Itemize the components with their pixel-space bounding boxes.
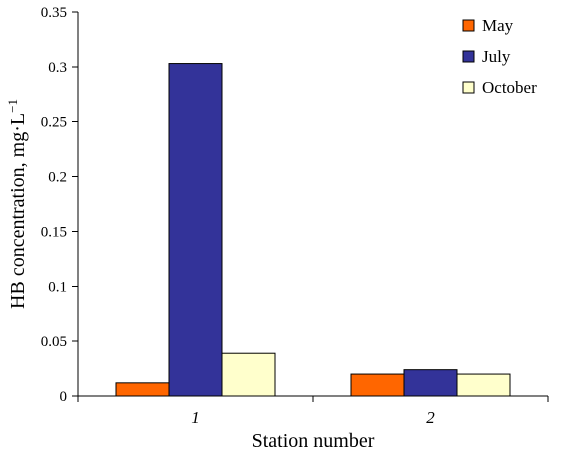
- x-category-label: 1: [191, 408, 200, 427]
- bar-may-station-2: [350, 373, 405, 397]
- legend-swatch-july: [462, 50, 475, 63]
- x-axis-title: Station number: [252, 430, 375, 452]
- bar-may-station-1: [115, 382, 170, 397]
- y-axis-title-main: HB concentration, mg·L: [7, 113, 29, 309]
- y-tick-label: 0.2: [48, 170, 67, 186]
- y-tick-label: 0.15: [41, 224, 67, 240]
- bar-october-station-1: [221, 352, 276, 397]
- legend-label-july: July: [482, 47, 511, 66]
- y-axis-title: HB concentration, mg·L−1: [5, 99, 29, 309]
- y-tick-label: 0.05: [41, 334, 67, 350]
- bar-july-station-2: [403, 369, 458, 397]
- legend-label-may: May: [482, 16, 514, 35]
- y-tick-label: 0.25: [41, 115, 67, 131]
- legend-swatch-may: [462, 19, 475, 32]
- y-ticks: 0 0.05 0.1 0.15 0.2 0.25 0.3 0.35: [41, 5, 78, 405]
- bars-layer: [115, 63, 511, 397]
- x-category-label: 2: [426, 408, 435, 427]
- legend: May July October: [462, 16, 537, 97]
- y-tick-label: 0.35: [41, 5, 67, 21]
- legend-label-october: October: [482, 78, 537, 97]
- y-tick-label: 0: [60, 389, 68, 405]
- y-tick-label: 0.1: [48, 279, 67, 295]
- bar-july-station-1: [168, 63, 223, 397]
- y-axis-title-superscript: −1: [5, 99, 20, 113]
- bar-october-station-2: [456, 373, 511, 397]
- y-tick-label: 0.3: [48, 60, 67, 76]
- legend-swatch-october: [462, 81, 475, 94]
